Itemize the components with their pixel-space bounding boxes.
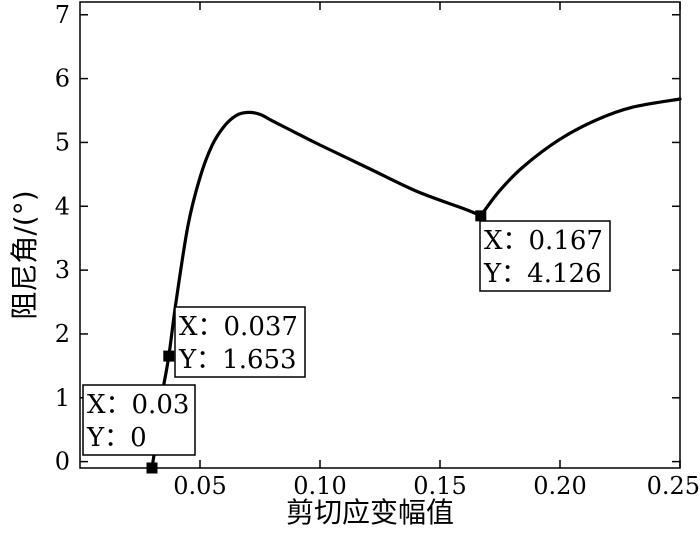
data-marker (146, 462, 158, 474)
data-markers (146, 210, 487, 474)
series-line (150, 97, 682, 470)
x-axis-title: 剪切应变幅值 (286, 496, 454, 529)
x-tick-label: 0.05 (173, 472, 226, 500)
x-tick-label: 0.15 (413, 472, 466, 500)
y-tick-label: 7 (55, 1, 70, 29)
x-tick-label: 0.25 (647, 472, 700, 500)
y-tick-label: 5 (55, 128, 70, 156)
datatip-y-label: Y：0 (86, 423, 147, 453)
datatip-x-label: X：0.037 (179, 312, 298, 342)
datatip-y-label: Y：1.653 (178, 345, 297, 375)
plot-frame (79, 1, 681, 469)
y-tick-label: 1 (55, 384, 70, 412)
y-tick-label: 4 (55, 192, 70, 220)
plot-area (79, 1, 681, 469)
x-axis-ticks: 0.05 0.10 0.15 0.20 0.25 (173, 2, 700, 500)
y-tick-label: 0 (55, 448, 70, 476)
data-marker (475, 210, 487, 222)
y-axis-title: 阻尼角/(°) (8, 190, 41, 319)
x-tick-label: 0.10 (293, 472, 346, 500)
datatip-y-label: Y：4.126 (483, 259, 602, 289)
y-tick-label: 3 (55, 256, 70, 284)
datatip-x-label: X：0.03 (87, 390, 189, 420)
y-tick-label: 6 (55, 65, 70, 93)
datatip-box (174, 306, 306, 378)
y-axis-ticks: 0 1 2 3 4 5 6 7 (55, 1, 680, 476)
datatip-box (82, 384, 196, 456)
y-tick-label: 2 (55, 320, 70, 348)
datatip-x-label: X：0.167 (484, 226, 603, 256)
x-tick-label: 0.20 (533, 472, 586, 500)
data-marker (163, 350, 175, 362)
datatip-box (479, 220, 611, 292)
